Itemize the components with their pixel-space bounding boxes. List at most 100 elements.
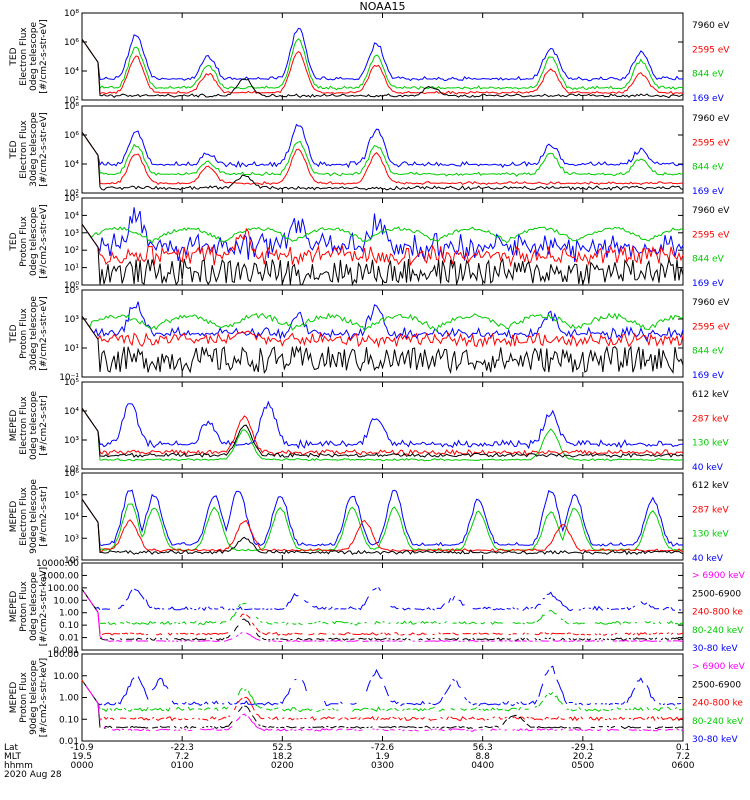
y-axis-label: 30deg telescope	[29, 296, 39, 371]
series-line	[81, 223, 684, 244]
panel-ted-e-30: 10² 10⁴ 10⁶ 10⁸ TED Electron Flux 30deg telesc…	[9, 102, 730, 199]
legend-entry: 2595 eV	[692, 230, 730, 240]
y-tick-label: 1.00	[59, 609, 79, 619]
y-tick-label: 10³	[64, 229, 79, 239]
series-line	[81, 498, 684, 552]
y-tick-label: 10⁰	[64, 281, 79, 291]
x-tick-label: 0000	[71, 761, 94, 771]
y-axis-label: [#/cm2-s-str-keV]	[39, 658, 49, 737]
y-tick-label: 10²	[64, 189, 79, 199]
date-label: 2020 Aug 28	[4, 770, 62, 780]
x-tick-label: 56.3	[473, 743, 493, 753]
legend-entry: 169 eV	[692, 94, 725, 104]
panel-mepde-p-90: 0.01 0.10 1.00 10.00 100.00 MEPED Proton Flux 9…	[9, 650, 746, 747]
y-tick-label: 10²	[64, 556, 79, 566]
series-line	[81, 498, 684, 553]
y-tick-label: 10⁵	[64, 194, 79, 204]
series-line	[81, 131, 684, 177]
y-tick-label: 10.00	[53, 596, 79, 606]
legend-entry: 2595 eV	[692, 138, 730, 148]
x-row-name-lat: Lat	[4, 743, 19, 753]
x-tick-label: 0600	[672, 761, 695, 771]
y-axis-label: Electron Flux	[19, 27, 29, 86]
y-axis-label: [#/cm2-s-str-eV]	[39, 204, 49, 279]
y-axis-label: [#/cm2-s-str-keV]	[39, 567, 49, 646]
legend-entry: 130 keV	[692, 439, 729, 449]
series-line	[81, 400, 684, 450]
y-tick-label: 10⁴	[64, 67, 79, 77]
y-axis-label: TED	[9, 232, 19, 251]
series-line	[81, 315, 684, 349]
legend-entry: 40 keV	[692, 554, 724, 564]
y-tick-label: 100.00	[48, 584, 80, 594]
legend-entry: 40 keV	[692, 463, 724, 473]
legend-entry: 844 eV	[692, 163, 725, 173]
y-tick-label: 0.10	[59, 621, 79, 631]
legend-entry: 169 eV	[692, 279, 725, 289]
x-tick-label: 20.2	[573, 752, 593, 762]
legend-entry: 7960 eV	[692, 21, 730, 31]
legend-entry: 240-800 ke	[692, 608, 743, 618]
x-row-name-mlt: MLT	[4, 752, 22, 762]
panel-frame	[81, 653, 684, 742]
y-axis-label: Electron Flux	[19, 396, 29, 455]
y-axis-label: Electron Flux	[19, 487, 29, 546]
legend-entry: 30-80 keV	[692, 644, 738, 654]
x-tick-label: 18.2	[272, 752, 292, 762]
y-axis-label: Proton Flux	[19, 308, 29, 359]
legend-entry: 130 keV	[692, 530, 729, 540]
y-tick-label: 10⁸	[64, 9, 79, 19]
y-tick-label: 1.00	[59, 694, 79, 704]
x-tick-label: 1.9	[375, 752, 390, 762]
x-tick-label: -22.3	[171, 743, 194, 753]
x-tick-label: 0200	[271, 761, 294, 771]
legend-entry: 2595 eV	[692, 45, 730, 55]
series-line	[81, 407, 684, 457]
panel-ted-p-30: 10⁻¹ 10¹ 10³ 10⁵ TED Proton Flux 30deg telesco…	[9, 286, 730, 383]
y-tick-label: 0.01	[59, 737, 79, 747]
series-line	[85, 685, 684, 732]
x-tick-label: 8.8	[476, 752, 491, 762]
x-tick-label: 7.2	[676, 752, 690, 762]
y-axis-label: 30deg telescope	[29, 112, 39, 187]
x-row-name-hhmm: hhmm	[4, 761, 33, 771]
legend-entry: > 6900 keV	[692, 571, 746, 581]
series-line	[81, 38, 684, 99]
panel-mepde-e-90: 10² 10³ 10⁴ 10⁵ 10⁶ MEPED Electron Flux 90deg t…	[9, 469, 729, 566]
legend-entry: 844 eV	[692, 347, 725, 357]
y-tick-label: 10⁶	[64, 131, 79, 141]
y-axis-label: MEPED	[9, 591, 19, 623]
y-axis-label: TED	[9, 47, 19, 66]
x-tick-label: 7.2	[175, 752, 189, 762]
x-tick-label: 0100	[171, 761, 194, 771]
legend-entry: 287 keV	[692, 414, 729, 424]
x-tick-label: 19.5	[72, 752, 92, 762]
y-axis-label: Electron Flux	[19, 120, 29, 179]
y-tick-label: 10⁶	[64, 469, 79, 479]
y-axis-label: 90deg telescope	[29, 479, 39, 554]
x-tick-label: 0300	[371, 761, 394, 771]
y-axis-label: [#/cm2-s-str]	[39, 486, 49, 546]
y-tick-label: 10²	[64, 246, 79, 256]
series-line	[81, 312, 684, 332]
series-line	[81, 588, 684, 641]
legend-entry: 2500-6900	[692, 589, 741, 599]
panel-ted-e-0: 10² 10⁴ 10⁶ 10⁸ TED Electron Flux 0deg telesco…	[9, 9, 730, 106]
series-line	[81, 407, 684, 462]
series-line	[81, 489, 684, 547]
y-tick-label: 10²	[64, 96, 79, 106]
series-line	[81, 679, 684, 722]
legend-entry: 2595 eV	[692, 322, 730, 332]
series-line	[83, 682, 684, 730]
y-axis-label: 0deg telescope	[29, 572, 39, 642]
legend-entry: 7960 eV	[692, 206, 730, 216]
series-line	[84, 666, 683, 706]
y-tick-label: 10³	[64, 315, 79, 325]
series-line	[81, 131, 684, 191]
series-line	[81, 223, 684, 268]
y-tick-label: 10⁴	[64, 211, 79, 221]
y-tick-label: 10⁴	[64, 160, 79, 170]
y-tick-label: 10³	[64, 436, 79, 446]
series-line	[81, 27, 684, 82]
